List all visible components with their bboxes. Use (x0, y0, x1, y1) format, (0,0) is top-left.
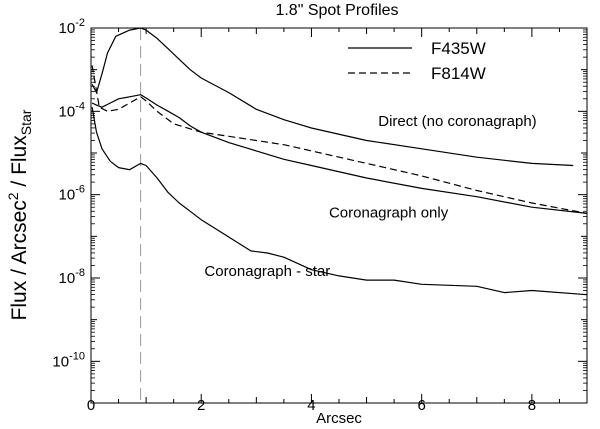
y-axis-label-main: Flux / Arcsec (8, 200, 31, 320)
x-tick-label: 0 (87, 397, 95, 414)
legend: F435W F814W (348, 39, 486, 83)
y-tick-label-power: -10 (69, 350, 85, 362)
annotation-label: Coronagraph only (329, 205, 449, 222)
y-tick-marks (91, 27, 587, 404)
y-axis-label-sup: 2 (5, 192, 21, 200)
y-tick-label: 10-2 (59, 17, 85, 37)
y-axis-label-mid: / Flux (8, 135, 31, 193)
y-tick-label-power: -4 (75, 100, 85, 112)
x-tick-label: 4 (307, 397, 315, 414)
y-tick-label-base: 10 (59, 20, 76, 37)
y-tick-labels: 10-210-410-610-810-10 (52, 17, 85, 370)
series-line-2 (91, 94, 588, 214)
annotations: Direct (no coronagraph) Coronagraph only C… (204, 113, 536, 280)
y-tick-label: 10-8 (59, 267, 85, 287)
x-tick-label: 2 (197, 397, 205, 414)
series-line-3 (91, 65, 588, 214)
y-tick-label-base: 10 (59, 270, 76, 287)
x-tick-marks (90, 28, 588, 403)
y-tick-label: 10-6 (59, 184, 85, 204)
y-tick-label-base: 10 (52, 353, 69, 370)
annotation-label: Direct (no coronagraph) (378, 113, 536, 130)
x-tick-label: 8 (528, 397, 536, 414)
series-line-4 (91, 107, 588, 296)
y-tick-label-power: -8 (75, 267, 85, 279)
y-tick-label: 10-4 (59, 100, 85, 120)
y-tick-label-power: -2 (75, 17, 85, 29)
y-tick-label-base: 10 (59, 103, 76, 120)
series-line-1 (91, 27, 574, 167)
y-tick-label-power: -6 (75, 184, 85, 196)
legend-label: F814W (431, 64, 486, 83)
x-tick-labels: 0 2 4 6 8 (87, 397, 536, 414)
x-tick-label: 6 (417, 397, 425, 414)
x-axis-label: Arcsec (316, 410, 362, 427)
chart-title: 1.8" Spot Profiles (275, 2, 398, 19)
y-axis-label: Flux / Arcsec2 / FluxStar (5, 109, 34, 320)
series-group (91, 27, 588, 296)
legend-label: F435W (431, 39, 486, 58)
annotation-label: Coronagraph - star (204, 263, 330, 280)
y-tick-label-base: 10 (59, 187, 76, 204)
y-tick-label: 10-10 (52, 350, 85, 370)
y-axis-label-sub: Star (18, 109, 34, 135)
